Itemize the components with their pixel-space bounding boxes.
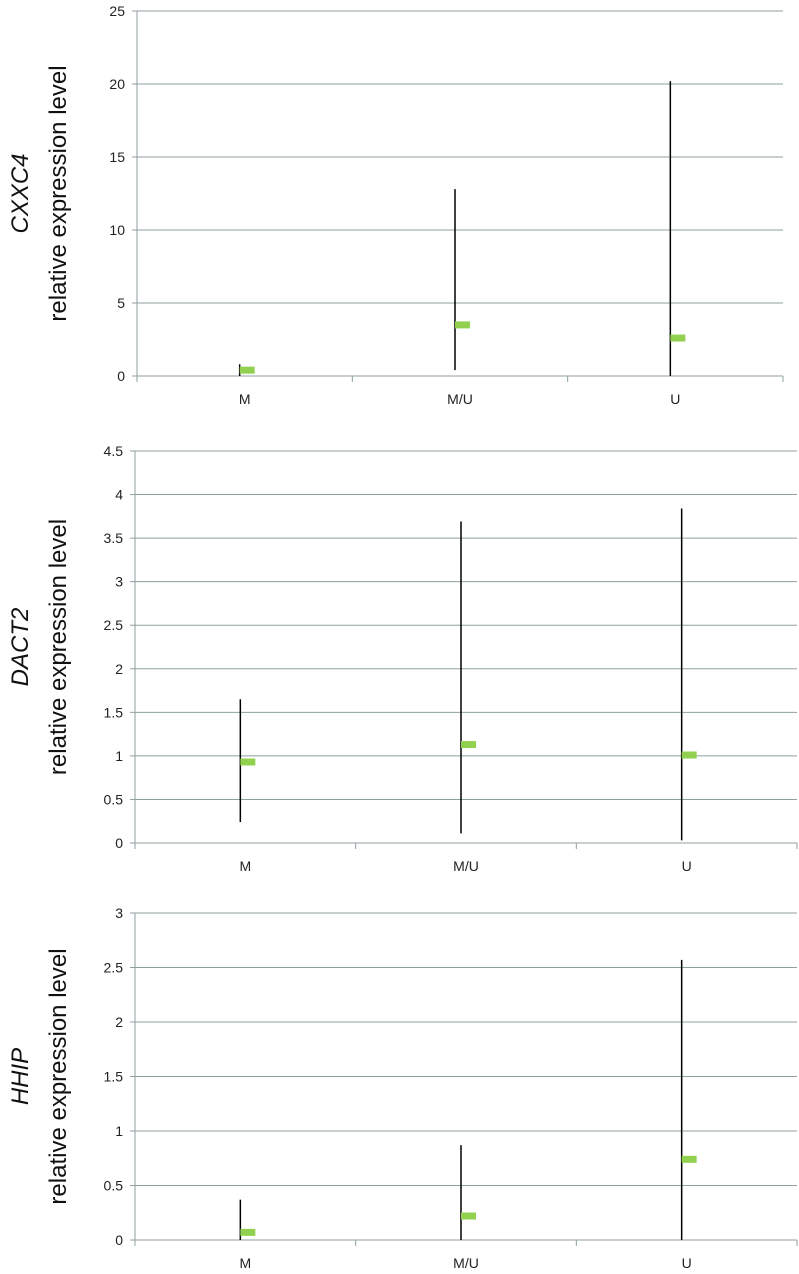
median-marker xyxy=(239,366,255,374)
y-axis-label: HHIP relative expression level xyxy=(7,948,72,1204)
y-tick-labels: 0 5 10 15 20 25 xyxy=(109,3,125,384)
median-marker xyxy=(681,751,697,759)
y-tick-label: 25 xyxy=(109,3,125,19)
x-tick-label: M xyxy=(239,391,251,407)
grid-lines xyxy=(137,10,783,377)
y-axis-label-text: relative expression level xyxy=(45,519,72,775)
y-tick-label: 3.5 xyxy=(104,530,124,546)
y-tick-label: 10 xyxy=(109,222,125,238)
panel-hhip: 0 0.5 1 1.5 2 2.5 3 M M/U U HHIP relative expres… xyxy=(7,905,798,1271)
y-axis-gene-name: CXXC4 xyxy=(7,153,34,233)
data-marks xyxy=(239,508,697,841)
y-tick-label: 2 xyxy=(115,661,123,677)
y-tick-label: 3 xyxy=(115,574,123,590)
y-tick-label: 0.5 xyxy=(104,1178,124,1194)
y-tick-label: 1.5 xyxy=(104,704,124,720)
median-marker xyxy=(461,1212,476,1220)
x-tick-label: M/U xyxy=(447,391,473,407)
y-tick-label: 1.5 xyxy=(104,1069,124,1085)
y-tick-label: 5 xyxy=(117,295,125,311)
axes xyxy=(132,10,784,382)
median-marker xyxy=(240,758,256,766)
x-tick-labels: M M/U U xyxy=(239,1255,691,1271)
median-marker xyxy=(455,321,470,329)
y-axis-label-text: relative expression level xyxy=(45,65,72,321)
grid-lines xyxy=(135,450,797,844)
x-tick-label: M/U xyxy=(453,858,479,874)
x-tick-label: M/U xyxy=(453,1255,479,1271)
axes xyxy=(130,912,798,1246)
y-tick-label: 1 xyxy=(115,1123,123,1139)
panel-dact2: 0 0.5 1 1.5 2 2.5 3 3.5 4 4.5 M M/U U DACT2 relativ… xyxy=(7,443,798,874)
y-tick-label: 0 xyxy=(115,835,123,851)
x-tick-label: M xyxy=(239,858,251,874)
y-tick-label: 0 xyxy=(115,1232,123,1248)
data-marks xyxy=(238,81,686,376)
x-tick-labels: M M/U U xyxy=(239,391,681,407)
y-axis-label-text: relative expression level xyxy=(45,948,72,1204)
y-tick-label: 20 xyxy=(109,76,125,92)
y-axis-gene-name: HHIP xyxy=(7,1048,34,1105)
y-tick-labels: 0 0.5 1 1.5 2 2.5 3 xyxy=(104,905,124,1248)
y-axis-label: DACT2 relative expression level xyxy=(7,519,72,775)
y-tick-label: 2.5 xyxy=(104,617,124,633)
y-tick-label: 3 xyxy=(115,905,123,921)
y-tick-label: 4.5 xyxy=(104,443,124,459)
x-tick-labels: M M/U U xyxy=(239,858,691,874)
y-axis-label: CXXC4 relative expression level xyxy=(7,65,72,321)
data-marks xyxy=(239,959,697,1240)
grid-lines xyxy=(135,912,797,1241)
y-tick-label: 2.5 xyxy=(104,960,124,976)
y-tick-label: 15 xyxy=(109,149,125,165)
median-marker xyxy=(240,1228,256,1236)
y-axis-gene-name: DACT2 xyxy=(7,608,34,687)
y-tick-label: 2 xyxy=(115,1014,123,1030)
y-tick-labels: 0 0.5 1 1.5 2 2.5 3 3.5 4 4.5 xyxy=(104,443,124,851)
x-tick-label: U xyxy=(682,858,692,874)
x-tick-label: U xyxy=(670,391,680,407)
median-marker xyxy=(681,1155,697,1163)
x-tick-label: M xyxy=(239,1255,251,1271)
y-tick-label: 4 xyxy=(115,487,123,503)
x-tick-label: U xyxy=(682,1255,692,1271)
y-tick-label: 0 xyxy=(117,368,125,384)
y-tick-label: 1 xyxy=(115,748,123,764)
y-tick-label: 0.5 xyxy=(104,791,124,807)
median-marker xyxy=(461,741,476,749)
median-marker xyxy=(670,334,686,342)
axes xyxy=(130,450,798,849)
panel-cxxc4: 0 5 10 15 20 25 M M/U U CXXC4 relative expressi… xyxy=(7,3,784,407)
